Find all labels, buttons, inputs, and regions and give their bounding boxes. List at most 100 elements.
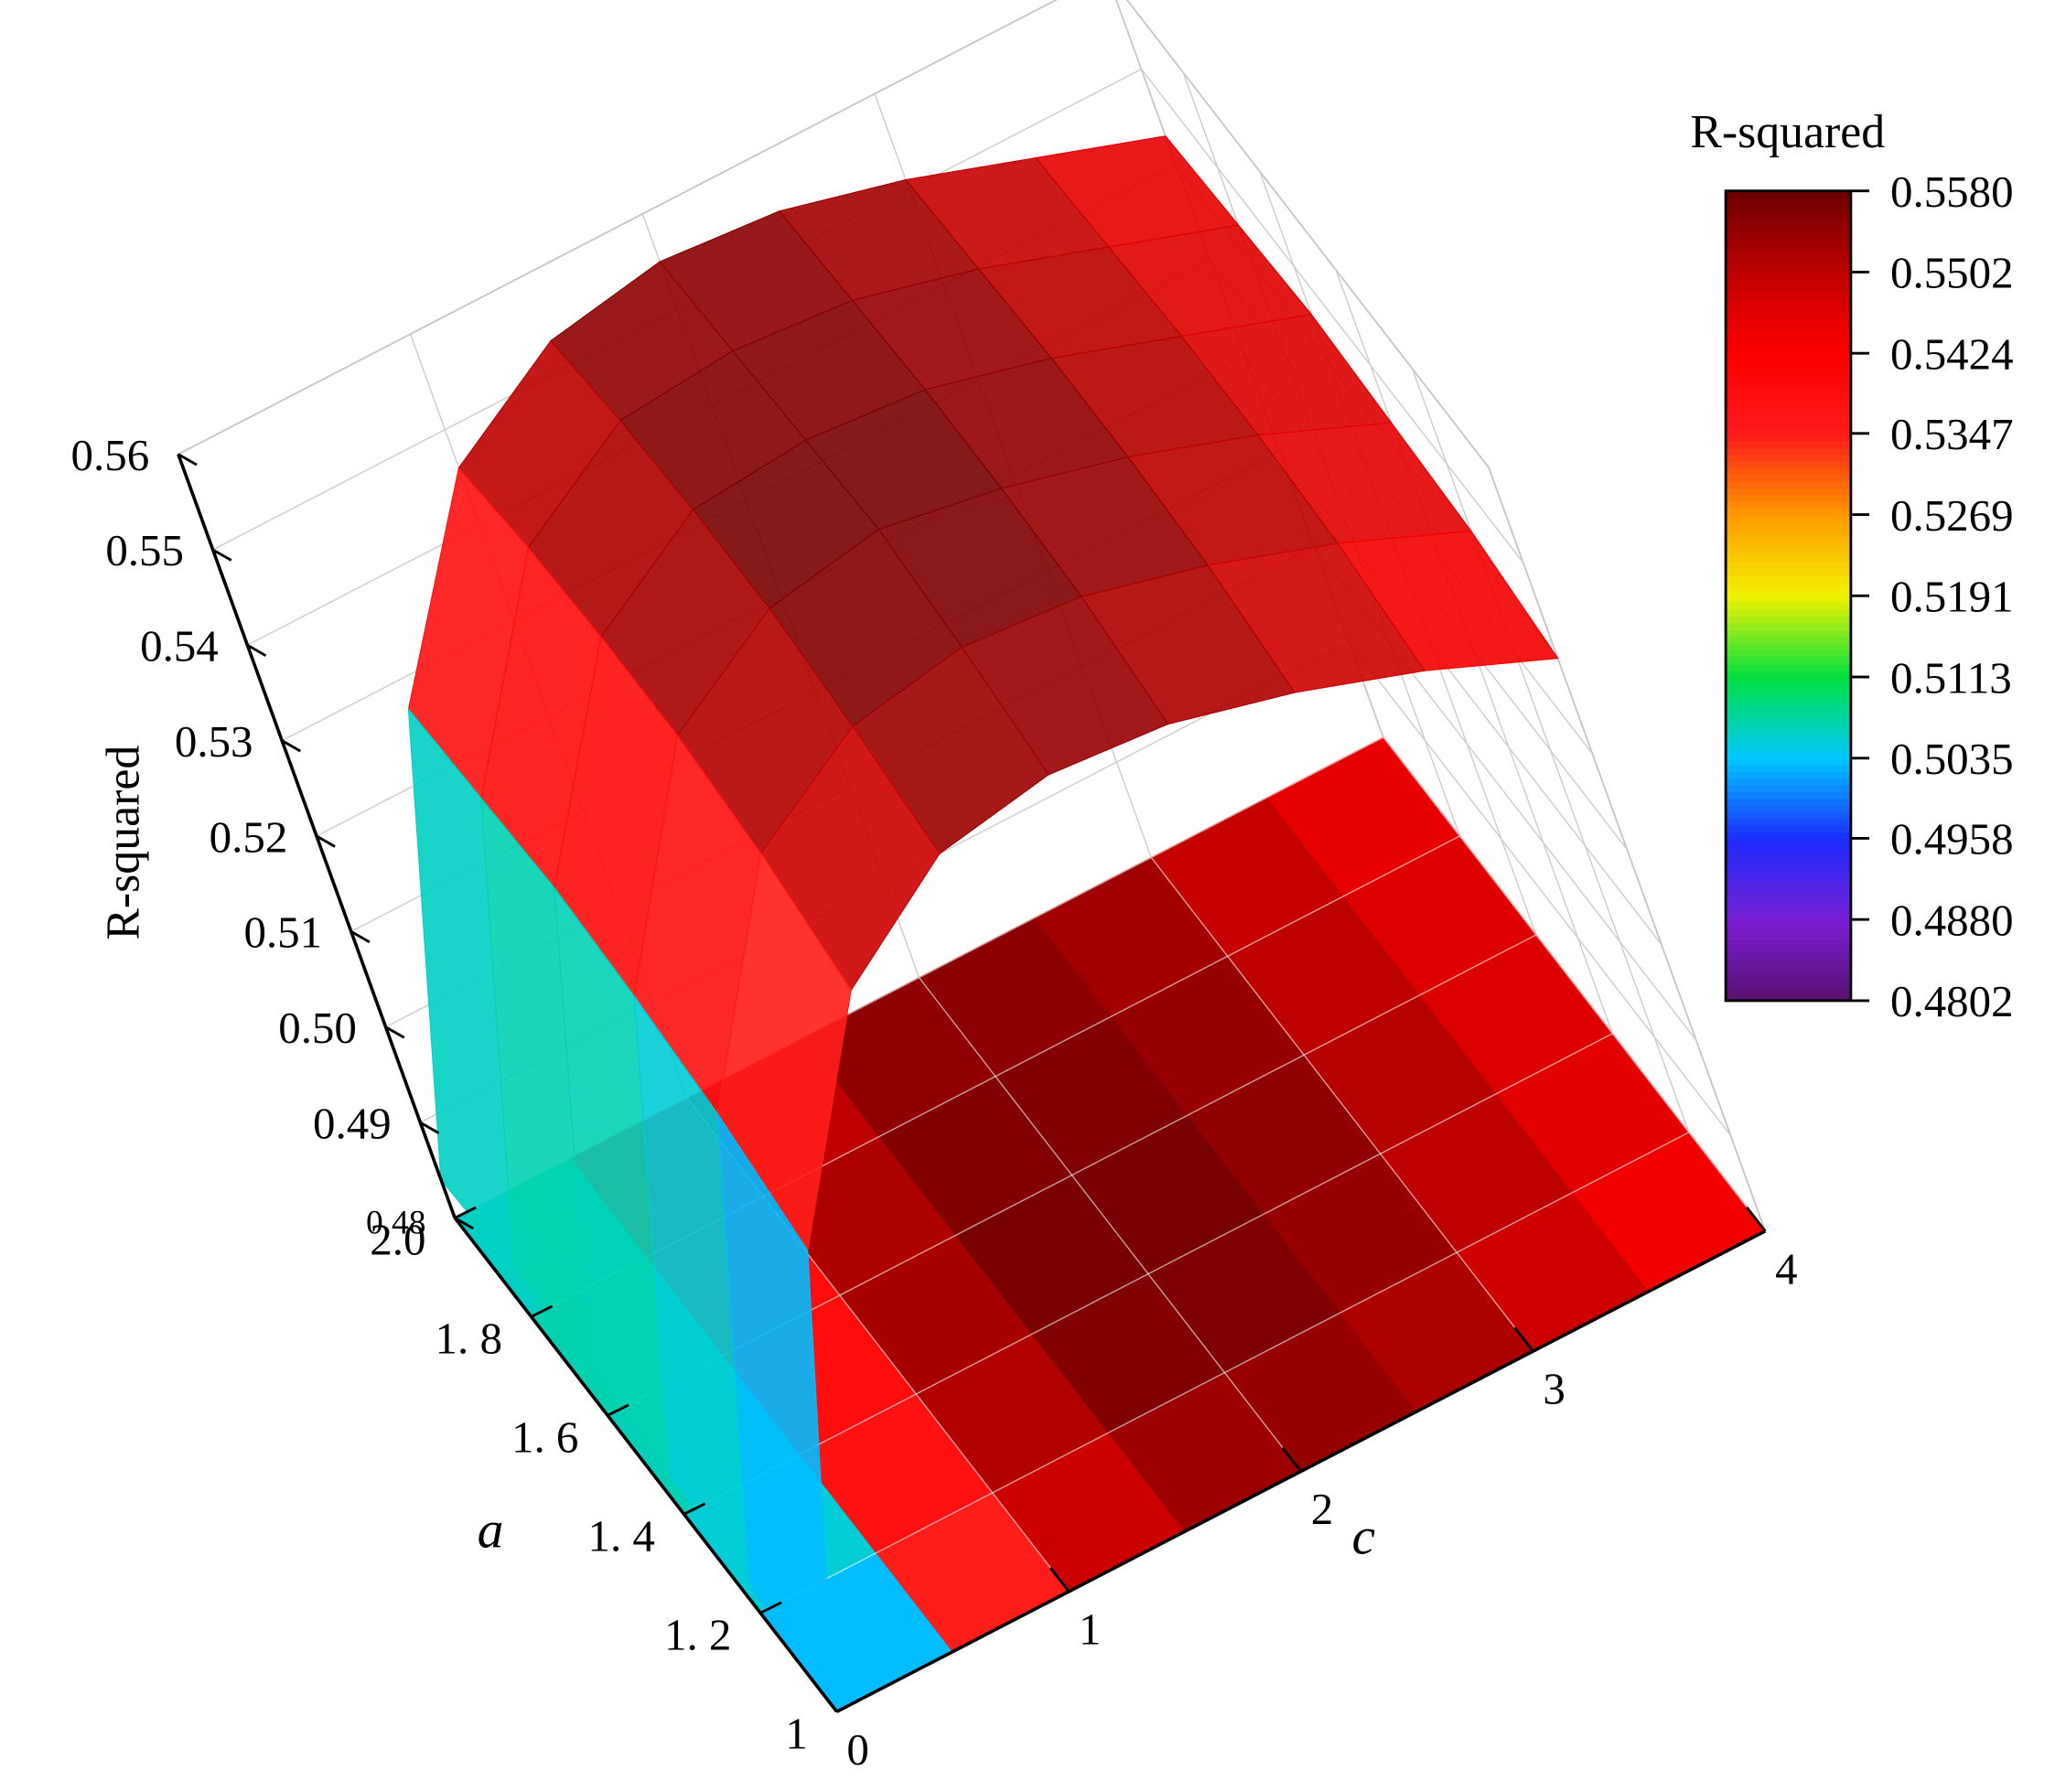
c-tick-label: 2: [1311, 1484, 1333, 1534]
a-axis-title: a: [478, 1501, 504, 1559]
colorbar-swatch: [1726, 933, 1851, 941]
z-tick: [178, 453, 198, 467]
colorbar-swatch: [1726, 372, 1851, 381]
z-tick-label: 0.49: [313, 1098, 392, 1148]
a-tick: [454, 1206, 477, 1219]
z-tick-label: 0.52: [210, 811, 288, 862]
colorbar-swatch: [1726, 717, 1851, 725]
colorbar-tick-label: 0.5269: [1890, 490, 2014, 541]
colorbar-swatch: [1726, 845, 1851, 853]
a-tick: [835, 1700, 859, 1713]
grid-line: [1411, 368, 1690, 1133]
a-tick-label: 1. 4: [588, 1511, 655, 1561]
colorbar-swatch: [1726, 791, 1851, 799]
c-tick-label: 0: [846, 1724, 868, 1775]
floor-grid-line: [918, 977, 1302, 1472]
a-tick-label: 1: [785, 1709, 807, 1759]
c-axis-title: c: [1352, 1508, 1376, 1565]
colorbar-swatch: [1726, 703, 1851, 712]
colorbar-tick-label: 0.4958: [1890, 814, 2014, 864]
colorbar-swatch: [1726, 494, 1851, 502]
colorbar-swatch: [1726, 683, 1851, 692]
colorbar-swatch: [1726, 244, 1851, 252]
colorbar-tick-label: 0.5191: [1890, 572, 2014, 622]
colorbar-tick-label: 0.4802: [1890, 976, 2014, 1026]
surface-patch: [716, 1111, 834, 1704]
axis-line: [453, 1217, 838, 1713]
colorbar-swatch: [1726, 987, 1851, 995]
colorbar-swatch: [1726, 622, 1851, 631]
colorbar-swatch: [1726, 913, 1851, 921]
colorbar-swatch: [1726, 306, 1851, 314]
colorbar-swatch: [1726, 210, 1851, 220]
colorbar-swatch: [1726, 744, 1851, 752]
colorbar-swatch: [1726, 750, 1851, 759]
colorbar-swatch: [1726, 872, 1851, 881]
colorbar-swatch: [1726, 885, 1851, 894]
z-tick-label: 0.56: [71, 430, 150, 480]
colorbar-swatch: [1726, 879, 1851, 887]
colorbar-swatch: [1726, 284, 1851, 294]
c-tick: [817, 1687, 838, 1713]
colorbar-swatch: [1726, 642, 1851, 651]
colorbar-swatch: [1726, 676, 1851, 685]
colorbar-swatch: [1726, 838, 1851, 847]
colorbar-swatch: [1726, 386, 1851, 394]
z-tick-label: 0.48: [366, 1205, 425, 1242]
z-tick: [419, 1121, 440, 1134]
colorbar-swatch: [1726, 939, 1851, 948]
colorbar-swatch: [1726, 906, 1851, 914]
z-tick: [350, 930, 371, 944]
colorbar-swatch: [1726, 366, 1851, 374]
c-tick-label: 1: [1079, 1604, 1101, 1654]
colorbar-swatch: [1726, 582, 1851, 590]
colorbar-swatch: [1726, 798, 1851, 806]
colorbar-swatch: [1726, 575, 1851, 584]
c-tick: [1281, 1446, 1303, 1473]
colorbar-title: R-squared: [1690, 106, 1885, 158]
colorbar-swatch: [1726, 332, 1851, 340]
colorbar-swatch: [1726, 480, 1851, 489]
colorbar-swatch: [1726, 238, 1851, 246]
colorbar-swatch: [1726, 548, 1851, 556]
colorbar-swatch: [1726, 588, 1851, 597]
colorbar-swatch: [1726, 892, 1851, 901]
c-tick-label: 4: [1775, 1243, 1797, 1293]
colorbar-tick-label: 0.5035: [1890, 734, 2014, 784]
colorbar-swatch: [1726, 636, 1851, 644]
colorbar-swatch: [1726, 393, 1851, 402]
colorbar-swatch: [1726, 339, 1851, 348]
c-tick: [1513, 1326, 1534, 1353]
colorbar-swatch: [1726, 312, 1851, 320]
colorbar-swatch: [1726, 811, 1851, 820]
colorbar-swatch: [1726, 508, 1851, 516]
colorbar-swatch: [1726, 596, 1851, 604]
colorbar-swatch: [1726, 629, 1851, 638]
a-tick-label: 2.0: [370, 1215, 425, 1265]
colorbar-swatch: [1726, 190, 1851, 199]
colorbar-swatch: [1726, 784, 1851, 793]
colorbar-swatch: [1726, 973, 1851, 982]
colorbar-swatch: [1726, 852, 1851, 860]
colorbar-swatch: [1726, 960, 1851, 968]
z-axis-title: R-squared: [98, 746, 150, 940]
colorbar-swatch: [1726, 825, 1851, 833]
colorbar-swatch: [1726, 413, 1851, 422]
colorbar-swatch: [1726, 757, 1851, 766]
colorbar-tick-label: 0.5347: [1890, 409, 2014, 459]
colorbar-swatch: [1726, 953, 1851, 961]
colorbar-swatch: [1726, 649, 1851, 658]
c-tick: [1746, 1207, 1767, 1232]
colorbar-swatch: [1726, 298, 1851, 306]
z-tick-label: 0.51: [243, 907, 322, 958]
a-tick: [607, 1403, 629, 1417]
colorbar-swatch: [1726, 346, 1851, 354]
colorbar-swatch: [1726, 514, 1851, 523]
colorbar-tick-label: 0.5580: [1890, 166, 2014, 217]
colorbar-swatch: [1726, 602, 1851, 610]
a-tick: [759, 1601, 782, 1615]
colorbar-swatch: [1726, 380, 1851, 388]
floor-grid-line: [1150, 856, 1534, 1352]
z-tick-label: 0.55: [105, 525, 184, 575]
